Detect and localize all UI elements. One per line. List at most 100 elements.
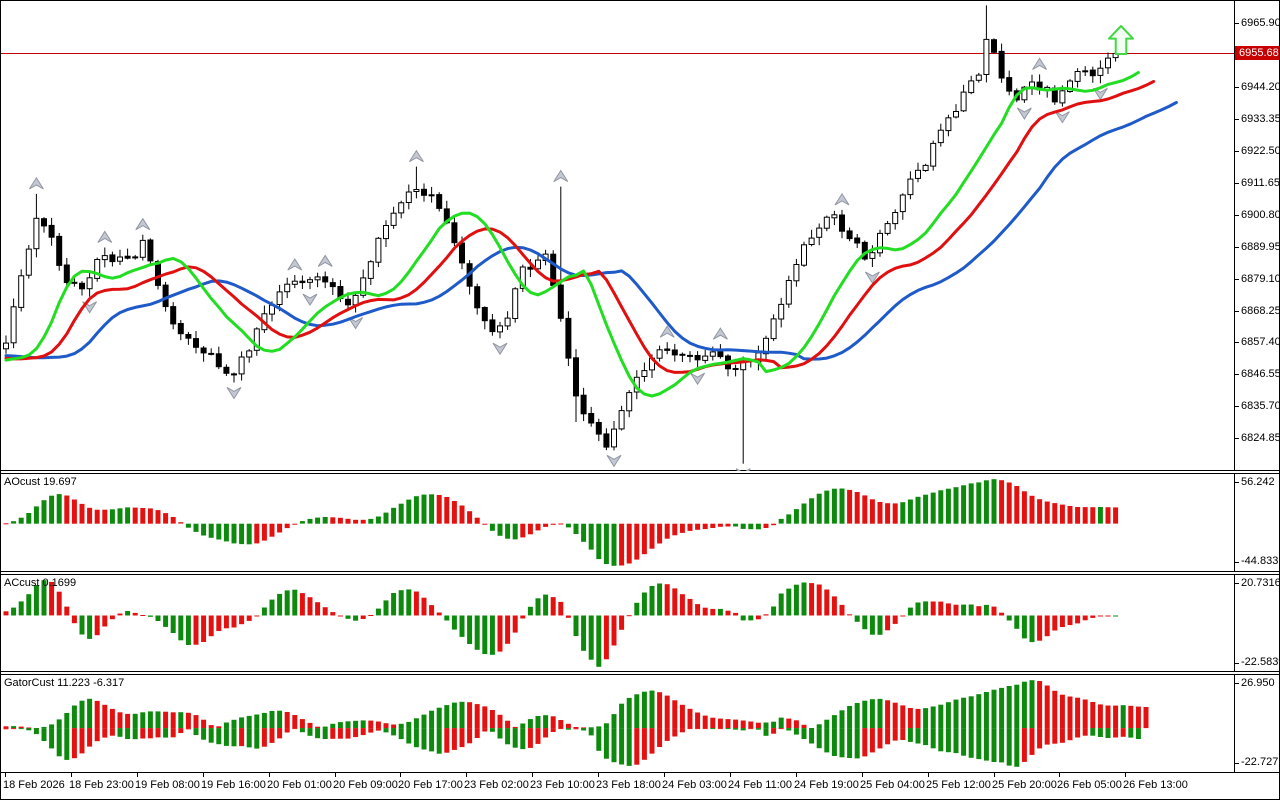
ao-histogram-bar — [18, 517, 24, 524]
gator-histogram-bar — [945, 728, 951, 753]
gator-histogram-bar — [991, 690, 997, 729]
gator-histogram-bar — [976, 694, 982, 729]
bear-candle — [322, 276, 329, 283]
price-tick — [1235, 87, 1239, 88]
ao-scale-min: -44.833 — [1241, 554, 1279, 567]
gator-histogram-bar — [877, 728, 883, 749]
bull-candle — [1074, 71, 1081, 82]
gator-histogram-bar — [565, 728, 571, 731]
gator-histogram-bar — [398, 728, 404, 740]
bear-candle — [345, 298, 351, 306]
time-axis-label: 18 Feb 2026 — [3, 779, 65, 792]
gator-histogram-bar — [391, 728, 397, 736]
gator-histogram-bar — [26, 728, 32, 731]
ao-histogram-bar — [216, 523, 222, 540]
gator-histogram-bar — [778, 717, 784, 729]
pane-separator[interactable] — [1, 671, 1279, 676]
gator-histogram-bar — [269, 728, 275, 744]
gator-histogram-bar — [87, 699, 93, 729]
fractal-down-icon — [348, 317, 364, 330]
ac-histogram-bar — [550, 596, 556, 616]
ao-histogram-bar — [824, 490, 830, 524]
ac-histogram-bar — [33, 584, 39, 616]
ao-histogram-bar — [535, 523, 541, 531]
bull-candle — [793, 264, 800, 282]
gator-histogram-bar — [375, 721, 381, 729]
gator-histogram-bar — [816, 728, 822, 749]
gator-histogram-bar — [550, 728, 556, 733]
price-axis-label: 6922.50 — [1241, 145, 1280, 157]
ac-histogram-layer — [3, 579, 1119, 667]
ac-histogram-bar — [482, 615, 488, 654]
pane-separator[interactable] — [1, 469, 1279, 474]
gator-histogram-bar — [208, 725, 214, 729]
gator-histogram-bar — [125, 714, 131, 729]
time-tick — [400, 773, 401, 778]
ac-histogram-bar — [710, 608, 716, 615]
gator-histogram-bar — [56, 728, 62, 757]
ac-histogram-bar — [413, 591, 419, 616]
ac-histogram-bar — [664, 583, 670, 616]
gator-scale-max: 26.950 — [1241, 677, 1275, 690]
bull-candle — [709, 351, 716, 357]
ac-histogram-bar — [269, 599, 275, 615]
gator-histogram-bar — [337, 728, 343, 740]
ao-indicator-canvas[interactable] — [1, 474, 1234, 571]
ac-histogram-bar — [816, 584, 822, 616]
ao-histogram-bar — [307, 518, 313, 524]
ao-histogram-bar — [1021, 491, 1027, 524]
gator-histogram-bar — [406, 728, 412, 744]
ao-histogram-bar — [664, 523, 670, 539]
ao-histogram-bar — [755, 523, 761, 530]
time-axis-label: 23 Feb 02:00 — [464, 779, 529, 792]
ao-histogram-bar — [1097, 506, 1103, 524]
gator-histogram-bar — [459, 728, 465, 748]
bear-candle — [193, 338, 199, 348]
bull-candle — [291, 280, 298, 285]
ao-histogram-bar — [611, 523, 617, 566]
ac-histogram-bar — [391, 592, 397, 615]
ac-histogram-bar — [277, 593, 283, 616]
bear-candle — [671, 349, 678, 356]
time-axis[interactable]: 18 Feb 2026 18 Feb 23:00 19 Feb 08:00 19 Fe… — [1, 772, 1279, 799]
pane-separator[interactable] — [1, 570, 1279, 575]
ac-indicator-canvas[interactable] — [1, 575, 1234, 672]
gator-histogram-bar — [201, 720, 207, 729]
fractal-down-icon — [226, 387, 242, 400]
ac-histogram-bar — [892, 615, 898, 624]
bear-candle — [215, 353, 222, 368]
price-tick — [1235, 374, 1239, 375]
bear-candle — [185, 334, 192, 339]
main-chart-canvas[interactable] — [1, 1, 1234, 471]
fractal-up-icon — [1032, 57, 1048, 70]
gator-histogram-bar — [664, 695, 670, 729]
ac-histogram-bar — [1105, 615, 1111, 617]
gator-histogram-bar — [702, 728, 708, 730]
ac-histogram-bar — [1059, 615, 1065, 627]
gator-indicator-canvas[interactable] — [1, 675, 1234, 772]
ac-indicator-pane: ACcust 0.1699 20.7316 -22.5839 — [1, 574, 1279, 672]
gator-histogram-bar — [520, 723, 526, 729]
bull-candle — [937, 129, 944, 144]
ac-histogram-bar — [223, 615, 229, 628]
ac-histogram-bar — [1113, 615, 1119, 617]
gator-histogram-bar — [1044, 728, 1050, 745]
up-arrow-glyph — [1108, 25, 1134, 55]
bull-candle — [276, 291, 283, 305]
gator-histogram-bar — [588, 728, 594, 736]
ao-histogram-bar — [839, 488, 845, 524]
ao-histogram-bar — [345, 518, 351, 524]
fractal-down-icon — [690, 372, 706, 386]
price-tick — [1235, 406, 1239, 407]
ao-histogram-bar — [231, 523, 237, 544]
buy-signal-arrow-icon[interactable] — [1108, 25, 1134, 55]
price-tick — [1235, 342, 1239, 343]
gator-histogram-bar — [527, 728, 533, 749]
gator-histogram-bar — [307, 723, 313, 729]
ao-histogram-bar — [527, 523, 533, 535]
ao-histogram-bar — [353, 519, 359, 524]
ao-histogram-bar — [725, 523, 731, 527]
gator-histogram-bar — [451, 728, 457, 751]
ac-histogram-bar — [254, 615, 260, 617]
